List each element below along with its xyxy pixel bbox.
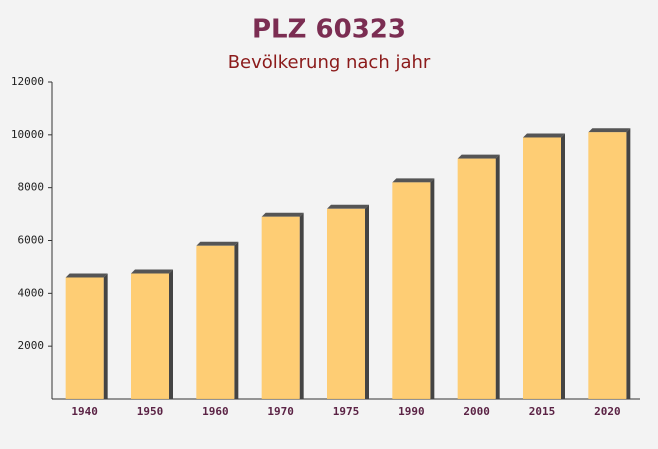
- bar-top: [588, 128, 631, 133]
- bar-side: [561, 133, 565, 399]
- bar-top: [327, 204, 369, 209]
- bar: [261, 216, 300, 399]
- bar: [588, 132, 627, 400]
- bar-side: [430, 178, 435, 399]
- bar: [65, 277, 104, 399]
- x-tick-label: 1960: [202, 405, 229, 418]
- y-tick-label: 12000: [11, 75, 44, 88]
- bar: [392, 182, 431, 399]
- x-tick-label: 1975: [333, 405, 360, 418]
- bar: [523, 137, 561, 399]
- x-tick-label: 1970: [267, 405, 294, 418]
- bar-side: [299, 212, 304, 399]
- y-tick-label: 6000: [18, 234, 45, 247]
- bar-top: [392, 178, 435, 183]
- chart-subtitle: Bevölkerung nach jahr: [228, 52, 431, 73]
- y-tick-label: 10000: [11, 128, 44, 141]
- bar-side: [365, 204, 369, 399]
- bar-side: [626, 128, 631, 400]
- x-tick-label: 2015: [529, 405, 556, 418]
- x-tick-label: 2020: [594, 405, 621, 418]
- chart-title: PLZ 60323: [252, 15, 406, 45]
- bar: [196, 245, 235, 399]
- bar: [327, 208, 365, 399]
- x-tick-label: 1940: [71, 405, 98, 418]
- y-tick-label: 8000: [18, 181, 45, 194]
- bar-top: [131, 269, 173, 274]
- bar-side: [495, 154, 500, 399]
- bar-top: [196, 241, 239, 246]
- bar-top: [523, 133, 565, 138]
- x-tick-label: 1990: [398, 405, 425, 418]
- bar-top: [261, 212, 304, 217]
- bar-top: [457, 154, 500, 159]
- bar: [131, 273, 169, 399]
- x-tick-label: 2000: [463, 405, 490, 418]
- bar: [457, 158, 496, 399]
- bar-top: [65, 273, 108, 278]
- x-tick-label: 1950: [137, 405, 164, 418]
- y-tick-label: 4000: [18, 286, 45, 299]
- bar-side: [234, 241, 239, 399]
- y-tick-label: 2000: [18, 339, 45, 352]
- bar-side: [169, 269, 173, 399]
- bar-side: [103, 273, 108, 399]
